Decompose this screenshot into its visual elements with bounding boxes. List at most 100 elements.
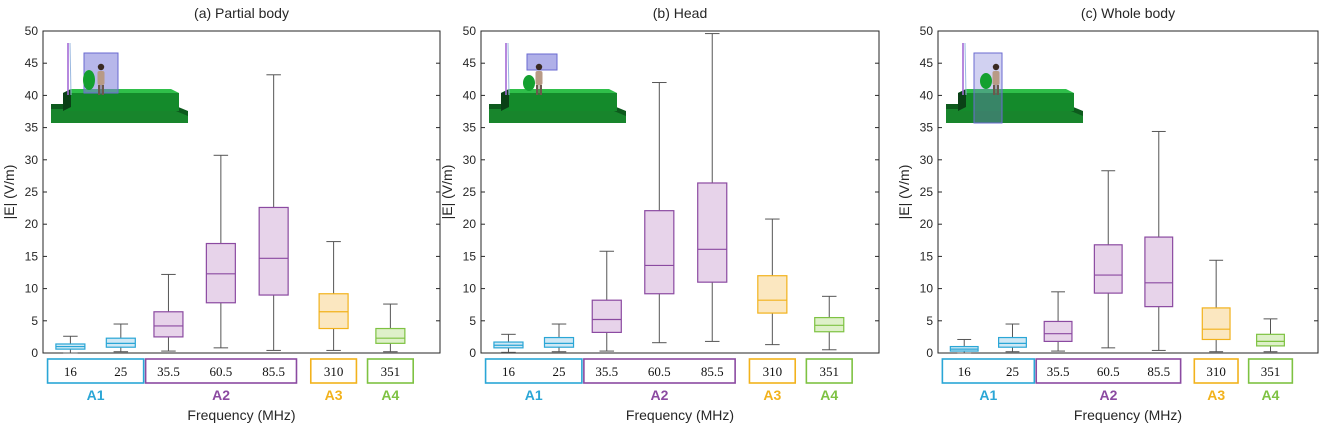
figure-leg (996, 85, 999, 95)
freq-label: 85.5 (701, 364, 724, 379)
box-iqr (591, 299, 622, 333)
panel-title: (b) Head (653, 5, 707, 21)
box-351 (814, 295, 845, 351)
group-frame-A1 (484, 358, 583, 384)
y-tick-label: 10 (25, 282, 39, 296)
box-60.5 (1093, 170, 1123, 349)
group-frame-A4 (366, 358, 415, 384)
figure-torso (535, 71, 543, 85)
freq-label: 85.5 (262, 364, 285, 379)
group-label-A1: A1 (979, 387, 997, 403)
coil-ring (523, 75, 535, 91)
box-iqr (318, 293, 349, 330)
group-label-A1: A1 (525, 387, 543, 403)
group-frame-A2 (583, 358, 736, 384)
panel-2: (b) Head 0 5 10 15 20 25 30 35 40 45 50 |E| (V/m) 16 2… (439, 5, 880, 423)
box-iqr (757, 275, 788, 314)
box-iqr (153, 311, 184, 338)
box-60.5 (205, 154, 236, 349)
box-351 (1256, 318, 1285, 353)
y-tick-label: 20 (463, 217, 477, 231)
freq-label: 310 (763, 364, 783, 379)
freq-label: 16 (502, 364, 516, 379)
x-axis-label: Frequency (MHz) (626, 407, 734, 423)
box-35.5 (153, 273, 184, 352)
y-tick-label: 25 (920, 185, 934, 199)
table-side (958, 89, 966, 111)
y-tick-label: 10 (463, 282, 477, 296)
box-iqr (205, 242, 236, 304)
figure-leg (98, 85, 101, 95)
y-tick-label: 40 (25, 88, 39, 102)
figure-torso (992, 71, 1000, 85)
figure-leg (536, 85, 539, 95)
group-frame-A3 (748, 358, 797, 384)
box-310 (757, 218, 788, 346)
y-tick-label: 45 (25, 56, 39, 70)
y-tick-label: 0 (469, 346, 476, 360)
box-iqr (105, 337, 136, 348)
inset-whole-body-scene (946, 42, 1083, 124)
y-tick-label: 35 (25, 121, 39, 135)
group-label-A1: A1 (87, 387, 105, 403)
freq-label: 60.5 (209, 364, 232, 379)
group-label-A2: A2 (651, 387, 669, 403)
region-box (526, 53, 558, 71)
group-frame-A2 (1035, 358, 1182, 384)
group-label-A2: A2 (1099, 387, 1117, 403)
y-tick-label: 0 (31, 346, 38, 360)
box-35.5 (591, 250, 622, 352)
box-iqr (1256, 333, 1285, 347)
y-tick-label: 45 (920, 56, 934, 70)
freq-label: 35.5 (157, 364, 180, 379)
y-tick-label: 40 (920, 88, 934, 102)
group-label-A4: A4 (381, 387, 399, 403)
panel-1: (a) Partial body 0 5 10 15 20 25 30 35 40 45 50 |E| … (1, 5, 441, 423)
table-front (489, 109, 626, 123)
freq-label: 16 (958, 364, 972, 379)
freq-label: 35.5 (1047, 364, 1070, 379)
y-tick-label: 5 (926, 314, 933, 328)
y-tick-label: 25 (25, 185, 39, 199)
table-top-edge (501, 89, 617, 93)
y-tick-label: 15 (463, 249, 477, 263)
figure-head (992, 63, 1000, 71)
freq-label: 85.5 (1147, 364, 1170, 379)
box-60.5 (644, 82, 675, 344)
group-frame-A1 (941, 358, 1036, 384)
freq-label: 60.5 (1097, 364, 1120, 379)
box-iqr (1144, 236, 1174, 308)
y-tick-label: 35 (920, 121, 934, 135)
y-tick-label: 45 (463, 56, 477, 70)
box-25 (998, 323, 1027, 353)
freq-label: 25 (1006, 364, 1019, 379)
x-axis-label: Frequency (MHz) (187, 407, 295, 423)
y-tick-label: 50 (920, 24, 934, 38)
panel-3: (c) Whole body 0 5 10 15 20 25 30 35 40 45 50 |E| (V… (896, 5, 1319, 423)
freq-label: 351 (820, 364, 840, 379)
group-label-A4: A4 (1262, 387, 1280, 403)
freq-label: 351 (381, 364, 401, 379)
coil-ring (980, 73, 992, 89)
x-axis-label: Frequency (MHz) (1074, 407, 1182, 423)
box-iqr (814, 316, 845, 333)
group-label-A4: A4 (820, 387, 838, 403)
y-tick-label: 15 (920, 249, 934, 263)
y-tick-label: 15 (25, 249, 39, 263)
y-tick-label: 10 (920, 282, 934, 296)
coil-bar (507, 42, 510, 96)
box-iqr (697, 182, 728, 283)
inset-partial-body-scene (51, 42, 188, 123)
box-35.5 (1043, 291, 1073, 352)
box-iqr (258, 206, 289, 296)
box-iqr (1093, 244, 1123, 294)
table-side (501, 89, 509, 111)
y-axis-label: |E| (V/m) (896, 165, 912, 220)
group-frame-A4 (805, 358, 853, 384)
y-tick-label: 50 (25, 24, 39, 38)
y-tick-label: 50 (463, 24, 477, 38)
group-frame-A3 (309, 358, 358, 384)
freq-label: 25 (553, 364, 566, 379)
freq-label: 60.5 (648, 364, 671, 379)
